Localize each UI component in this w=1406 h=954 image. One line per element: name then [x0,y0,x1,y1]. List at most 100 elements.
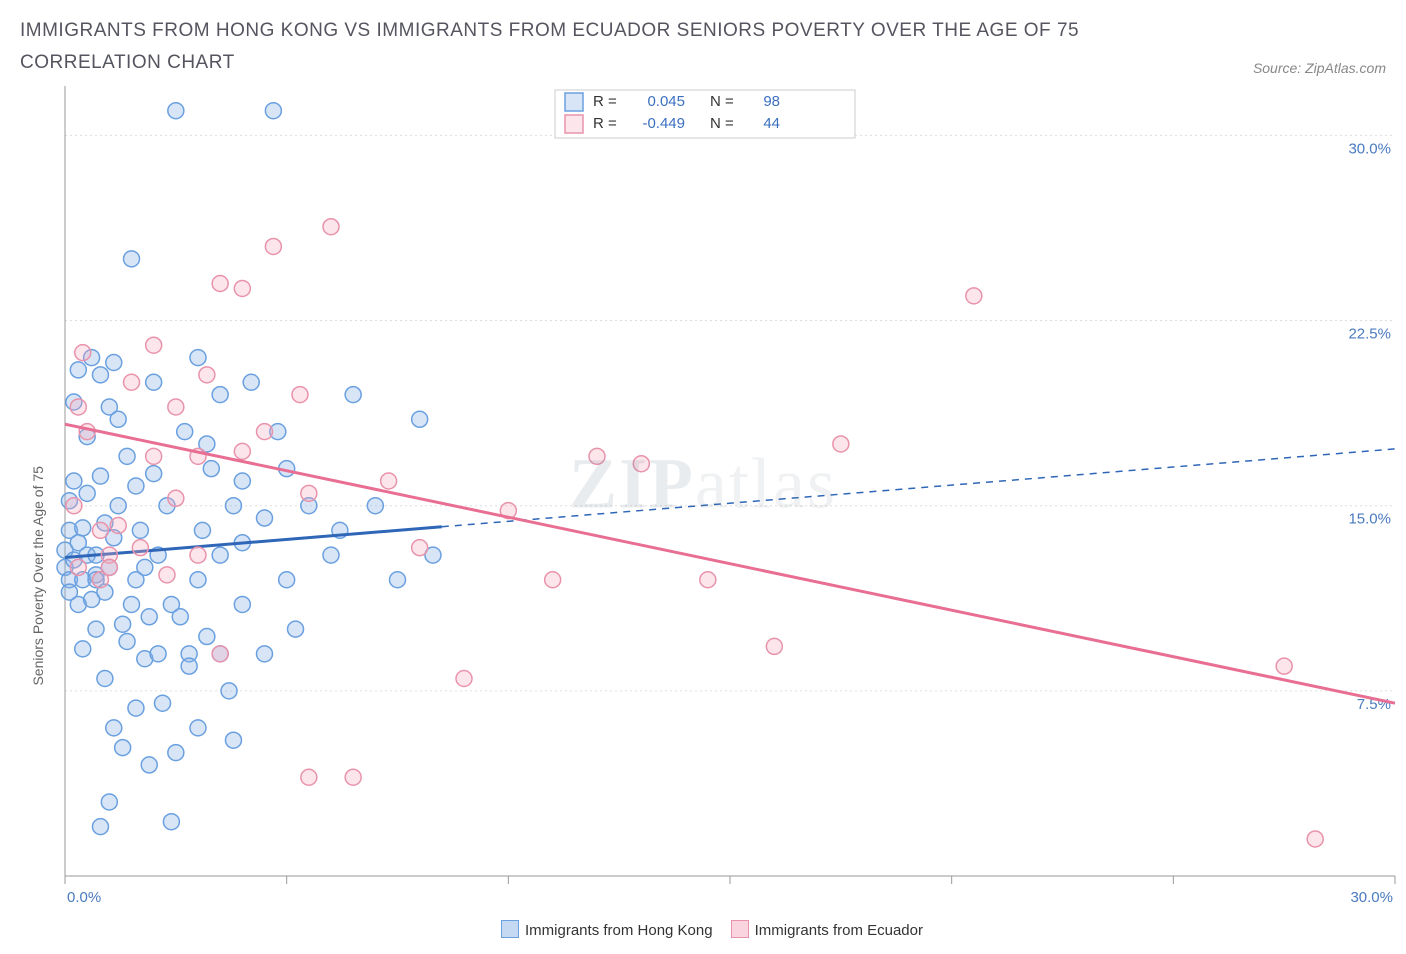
data-point [132,522,148,538]
svg-text:N =: N = [710,115,734,132]
svg-text:22.5%: 22.5% [1348,325,1391,342]
data-point [545,571,561,587]
data-point [159,566,175,582]
data-point [234,280,250,296]
svg-text:0.045: 0.045 [647,93,685,110]
svg-text:30.0%: 30.0% [1350,889,1393,906]
data-point [456,670,472,686]
data-point [190,547,206,563]
data-point [141,608,157,624]
data-point [79,485,95,501]
data-point [181,658,197,674]
data-point [257,510,273,526]
data-point [234,473,250,489]
data-point [110,411,126,427]
data-point [115,616,131,632]
data-point [88,621,104,637]
data-point [92,818,108,834]
data-point [212,275,228,291]
data-point [101,794,117,810]
svg-text:30.0%: 30.0% [1348,140,1391,157]
data-point [163,813,179,829]
data-point [119,633,135,649]
bottom-legend: Immigrants from Hong KongImmigrants from… [20,920,1386,939]
data-point [234,443,250,459]
data-point [101,559,117,575]
data-point [146,448,162,464]
data-point [279,571,295,587]
data-point [124,250,140,266]
data-point [225,497,241,513]
data-point [257,645,273,661]
data-point [390,571,406,587]
data-point [243,374,259,390]
data-point [345,386,361,402]
data-point [199,628,215,644]
data-point [323,547,339,563]
svg-text:R =: R = [593,115,617,132]
data-point [381,473,397,489]
data-point [234,596,250,612]
data-point [194,522,210,538]
data-point [168,490,184,506]
svg-text:15.0%: 15.0% [1348,510,1391,527]
data-point [92,366,108,382]
data-point [212,547,228,563]
data-point [168,399,184,415]
data-point [70,362,86,378]
data-point [288,621,304,637]
data-point [110,497,126,513]
data-point [225,732,241,748]
data-point [265,238,281,254]
data-point [412,411,428,427]
data-point [75,344,91,360]
data-point [833,436,849,452]
chart-title: IMMIGRANTS FROM HONG KONG VS IMMIGRANTS … [20,15,1120,80]
data-point [367,497,383,513]
data-point [79,423,95,439]
data-point [92,522,108,538]
legend-swatch [731,920,749,938]
svg-text:N =: N = [710,93,734,110]
data-point [66,473,82,489]
data-point [146,465,162,481]
data-point [589,448,605,464]
data-point [212,386,228,402]
legend-label: Immigrants from Hong Kong [525,922,713,939]
data-point [155,695,171,711]
data-point [132,539,148,555]
data-point [190,719,206,735]
chart-area: 7.5%15.0%22.5%30.0%0.0%30.0%Seniors Pove… [20,86,1386,916]
data-point [190,349,206,365]
data-point [66,497,82,513]
data-point [323,218,339,234]
scatter-chart-svg: 7.5%15.0%22.5%30.0%0.0%30.0%Seniors Pove… [20,86,1396,916]
data-point [97,670,113,686]
data-point [177,423,193,439]
svg-text:98: 98 [763,93,780,110]
svg-text:44: 44 [763,115,780,132]
data-point [1276,658,1292,674]
data-point [70,559,86,575]
data-point [124,374,140,390]
data-point [119,448,135,464]
legend-swatch [501,920,519,938]
data-point [203,460,219,476]
data-point [137,559,153,575]
data-point [221,682,237,698]
data-point [966,287,982,303]
data-point [106,354,122,370]
data-point [301,769,317,785]
data-point [766,638,782,654]
data-point [265,102,281,118]
data-point [412,539,428,555]
svg-text:Seniors Poverty Over the Age o: Seniors Poverty Over the Age of 75 [30,465,46,685]
data-point [124,596,140,612]
data-point [301,485,317,501]
data-point [128,700,144,716]
data-point [700,571,716,587]
data-point [292,386,308,402]
svg-text:-0.449: -0.449 [642,115,685,132]
data-point [212,645,228,661]
data-point [1307,831,1323,847]
